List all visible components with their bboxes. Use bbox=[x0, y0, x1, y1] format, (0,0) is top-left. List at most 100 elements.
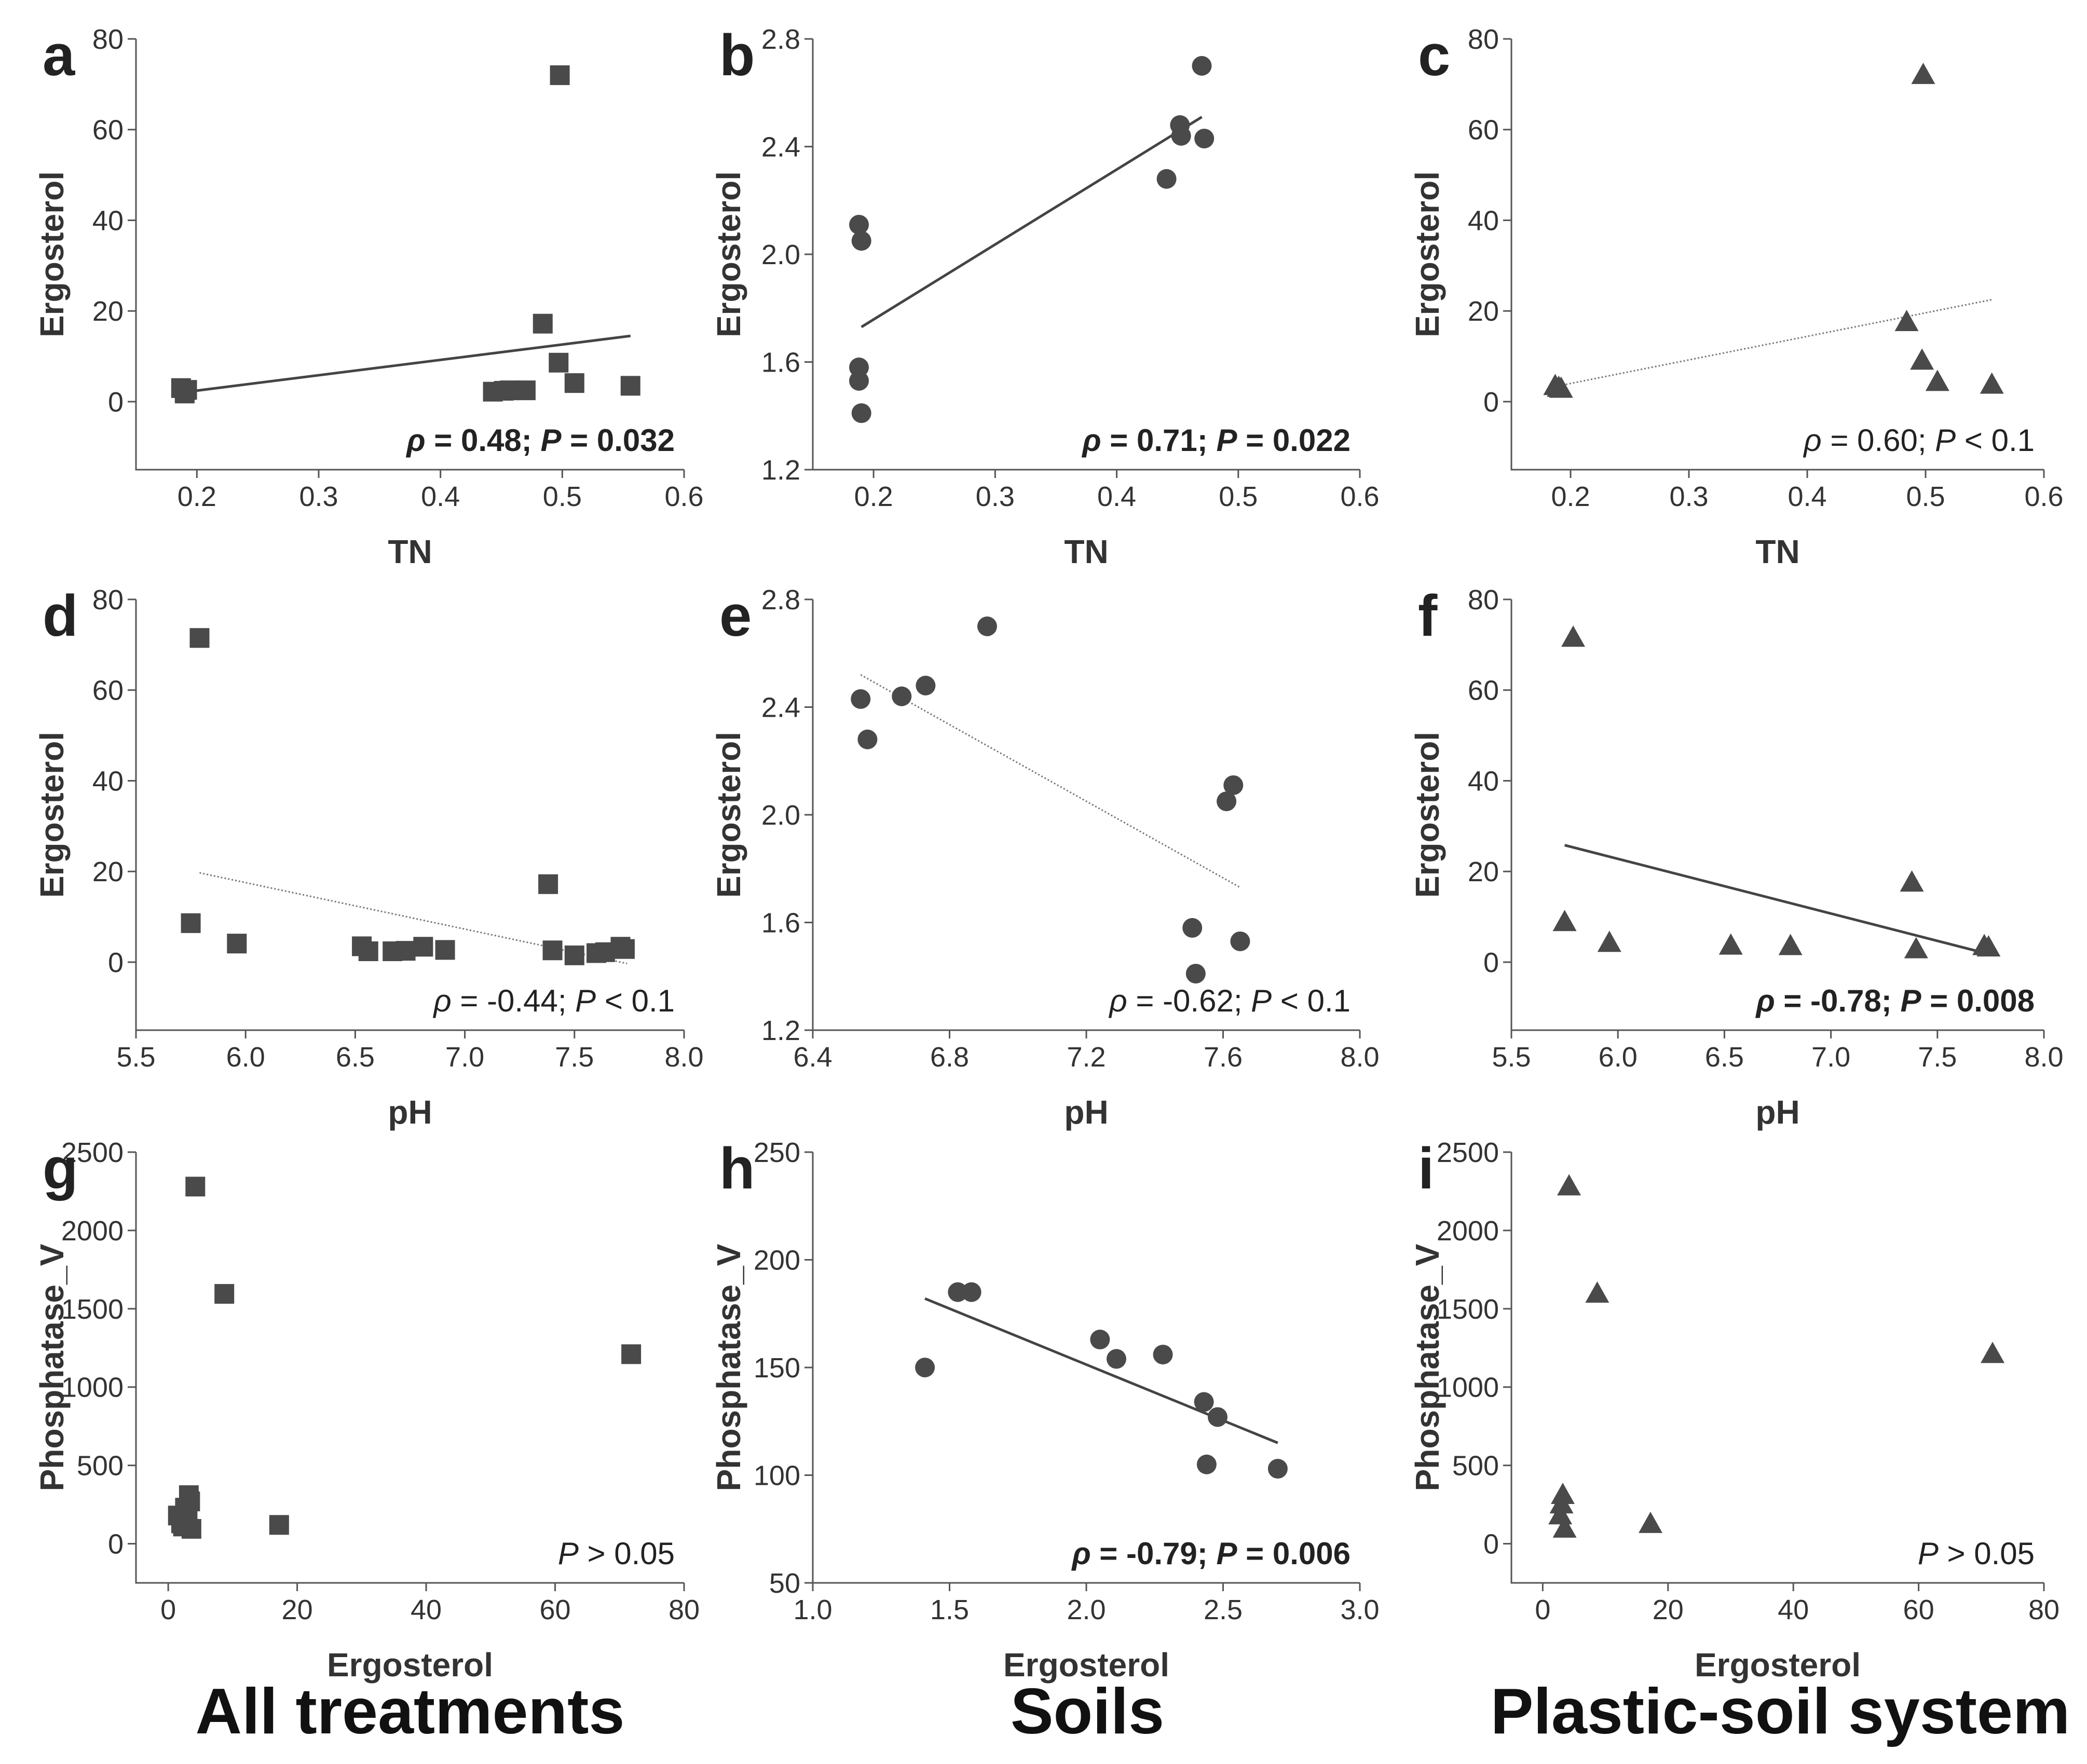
y-tick-label: 40 bbox=[1468, 765, 1499, 797]
stat-annotation-c: ρ = 0.60; P < 0.1 bbox=[1803, 423, 2035, 458]
data-point bbox=[1981, 1342, 2005, 1363]
y-tick-label: 1000 bbox=[1437, 1372, 1499, 1403]
x-tick-label: 0.5 bbox=[1906, 481, 1945, 512]
y-tick-label: 150 bbox=[754, 1352, 800, 1384]
x-tick-label: 0.6 bbox=[664, 481, 703, 512]
y-tick-label: 20 bbox=[92, 296, 124, 327]
data-point bbox=[1778, 934, 1803, 955]
data-point bbox=[269, 1515, 289, 1535]
x-tick-label: 40 bbox=[411, 1594, 442, 1625]
y-tick-label: 20 bbox=[1468, 856, 1499, 887]
axes-i bbox=[1510, 1152, 2044, 1584]
p-value: < 0.1 bbox=[1272, 983, 1351, 1018]
panel-g: 0 20 40 60 80 0 500 1000 1500 2000 2500 Ergosterol P… bbox=[33, 1136, 700, 1684]
stat-annotation-h: ρ = -0.79; P = 0.006 bbox=[1071, 1536, 1351, 1571]
x-tick-label: 1.5 bbox=[930, 1594, 969, 1625]
data-point bbox=[413, 937, 433, 957]
y-tick-label: 1000 bbox=[61, 1372, 124, 1403]
panel-h: 1.0 1.5 2.0 2.5 3.0 50 100 150 200 250 Ergosterol P… bbox=[710, 1136, 1380, 1684]
panel-c: 0.2 0.3 0.4 0.5 0.6 0 20 40 60 80 TN Ergosterol c ρ =… bbox=[1409, 23, 2064, 570]
x-axis-label-c: TN bbox=[1755, 533, 1799, 570]
data-point bbox=[1196, 1454, 1217, 1474]
data-point bbox=[1894, 310, 1919, 332]
data-point bbox=[851, 403, 871, 423]
data-point bbox=[395, 941, 416, 961]
x-axis-label-g: Ergosterol bbox=[327, 1646, 493, 1684]
data-point bbox=[564, 945, 584, 965]
x-tick-label: 0.3 bbox=[976, 481, 1015, 512]
axes-h bbox=[812, 1152, 1360, 1584]
data-point bbox=[564, 373, 584, 393]
data-point bbox=[615, 939, 635, 959]
stat-annotation-g: P > 0.05 bbox=[558, 1536, 675, 1571]
x-tick-label: 0.4 bbox=[421, 481, 460, 512]
x-tick-label: 60 bbox=[1903, 1594, 1934, 1625]
y-tick-label: 60 bbox=[92, 675, 124, 706]
x-tick-label: 0.4 bbox=[1097, 481, 1136, 512]
panel-letter-b: b bbox=[719, 23, 755, 88]
x-tick-label: 20 bbox=[1653, 1594, 1684, 1625]
stat-annotation-f: ρ = -0.78; P = 0.008 bbox=[1755, 983, 2035, 1018]
data-point bbox=[1548, 1503, 1573, 1525]
panel-letter-c: c bbox=[1418, 23, 1450, 88]
x-tick-label: 80 bbox=[2028, 1594, 2059, 1625]
stat-annotation-a: ρ = 0.48; P = 0.032 bbox=[405, 423, 675, 458]
data-point bbox=[214, 1284, 235, 1304]
data-point bbox=[533, 313, 553, 334]
rho-symbol: ρ bbox=[1803, 423, 1821, 458]
p-symbol: P bbox=[1251, 983, 1272, 1018]
data-point bbox=[977, 616, 997, 636]
data-point bbox=[1106, 1349, 1126, 1369]
data-point bbox=[435, 940, 455, 960]
data-point bbox=[1267, 1459, 1288, 1479]
data-point bbox=[892, 686, 912, 706]
x-tick-label: 5.5 bbox=[116, 1042, 155, 1073]
group-label-all-treatments: All treatments bbox=[196, 1676, 625, 1747]
x-tick-label: 6.0 bbox=[1599, 1042, 1638, 1073]
stat-annotation-e: ρ = -0.62; P < 0.1 bbox=[1108, 983, 1351, 1018]
y-tick-label: 20 bbox=[92, 856, 124, 887]
data-point bbox=[177, 380, 197, 400]
data-point bbox=[1911, 62, 1935, 84]
fit-line-f bbox=[1564, 844, 1989, 955]
y-axis-label-h: Phosphatase_V bbox=[710, 1243, 747, 1491]
rho-symbol: ρ bbox=[1108, 983, 1127, 1018]
p-value: = 0.032 bbox=[561, 423, 675, 458]
fit-line-e bbox=[860, 674, 1241, 888]
y-axis-label-f: Ergosterol bbox=[1409, 732, 1446, 898]
data-point bbox=[1090, 1330, 1110, 1350]
p-symbol: P bbox=[575, 983, 596, 1018]
axes-a bbox=[135, 39, 684, 471]
y-tick-label: 1.6 bbox=[761, 347, 800, 378]
panel-letter-h: h bbox=[719, 1136, 755, 1201]
x-tick-label: 60 bbox=[539, 1594, 570, 1625]
rho-value: = -0.62; bbox=[1127, 983, 1251, 1018]
x-tick-label: 0.4 bbox=[1788, 481, 1826, 512]
data-point bbox=[189, 628, 210, 648]
panel-letter-i: i bbox=[1418, 1136, 1434, 1201]
axes-e bbox=[812, 599, 1360, 1031]
data-point bbox=[1557, 1174, 1581, 1196]
rho-symbol: ρ bbox=[1755, 983, 1775, 1018]
y-tick-label: 100 bbox=[754, 1460, 800, 1492]
x-tick-label: 7.5 bbox=[1918, 1042, 1957, 1073]
x-tick-label: 6.4 bbox=[793, 1042, 832, 1073]
y-tick-label: 1.6 bbox=[761, 908, 800, 939]
x-tick-label: 0.3 bbox=[299, 481, 338, 512]
x-tick-label: 8.0 bbox=[1340, 1042, 1379, 1073]
p-value: = 0.022 bbox=[1237, 423, 1351, 458]
axes-d bbox=[135, 599, 684, 1031]
y-tick-label: 500 bbox=[77, 1451, 124, 1482]
data-point bbox=[181, 913, 201, 933]
p-value: < 0.1 bbox=[596, 983, 675, 1018]
y-tick-label: 80 bbox=[92, 584, 124, 616]
data-point bbox=[1900, 870, 1924, 892]
y-tick-label: 2500 bbox=[61, 1137, 124, 1168]
x-tick-label: 80 bbox=[669, 1594, 700, 1625]
x-tick-label: 0.3 bbox=[1669, 481, 1708, 512]
panel-f: 5.5 6.0 6.5 7.0 7.5 8.0 0 20 40 60 80 pH Ergosterol f… bbox=[1409, 583, 2064, 1131]
x-tick-label: 0.5 bbox=[543, 481, 582, 512]
y-tick-label: 60 bbox=[1468, 115, 1499, 146]
panel-i: 0 20 40 60 80 0 500 1000 1500 2000 2500 Ergosterol P… bbox=[1409, 1136, 2059, 1684]
y-tick-label: 80 bbox=[1468, 584, 1499, 616]
